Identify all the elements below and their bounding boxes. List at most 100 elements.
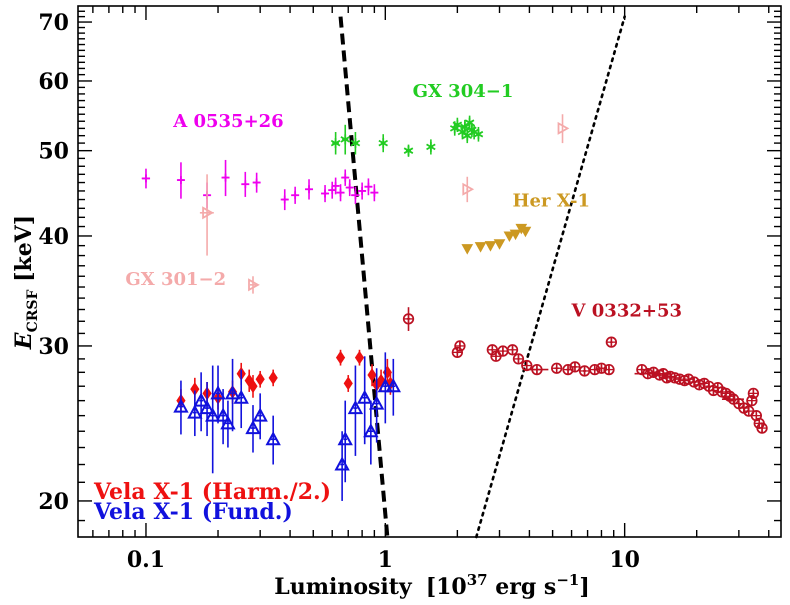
x-axis-exponent: 37 <box>467 571 488 589</box>
x-axis-title: Luminosity [1037 erg s−1] <box>274 571 590 600</box>
data-point <box>368 368 385 443</box>
data-point <box>497 345 509 357</box>
data-point <box>199 174 214 256</box>
dashed-line <box>338 16 390 538</box>
data-point <box>357 356 373 445</box>
data-point <box>578 365 591 377</box>
data-point <box>370 184 379 202</box>
x-axis-close-bracket: ] <box>579 574 589 600</box>
data-point <box>493 239 506 250</box>
data-point <box>551 362 563 374</box>
data-point <box>747 387 760 400</box>
data-point <box>519 226 532 238</box>
y-axis-unit: [keV] <box>11 215 37 290</box>
data-point <box>255 370 265 388</box>
data-point <box>351 186 360 204</box>
data-point <box>248 276 260 294</box>
data-point <box>221 159 230 197</box>
data-point <box>377 352 393 424</box>
x-axis-title-main: Luminosity <box>274 574 413 600</box>
data-point <box>173 380 189 435</box>
series-gx-304-1 <box>330 115 484 157</box>
data-point <box>595 362 608 374</box>
data-point <box>343 375 353 392</box>
data-point <box>454 340 466 352</box>
series-gx-301-2 <box>199 114 570 294</box>
data-point <box>241 171 250 197</box>
data-point <box>252 172 261 193</box>
data-point <box>224 358 241 432</box>
label-a-0535-26: A 0535+26 <box>172 111 283 132</box>
reference-lines <box>338 15 626 539</box>
data-point <box>141 168 151 189</box>
data-point <box>330 132 341 155</box>
y-axis-title: ECRSF [keV] <box>11 215 41 350</box>
data-point <box>557 114 570 144</box>
y-tick-label: 60 <box>38 69 69 95</box>
y-tick-label: 20 <box>38 489 69 515</box>
data-point <box>265 415 281 465</box>
data-point <box>605 336 618 348</box>
data-point <box>367 364 377 387</box>
data-point <box>461 244 474 255</box>
data-point <box>484 241 497 252</box>
series-her-x-1 <box>461 223 532 255</box>
data-point <box>512 353 525 365</box>
series-v-0332-53 <box>402 307 768 434</box>
x-axis-exponent-2: −1 <box>556 571 579 589</box>
data-point <box>474 242 487 253</box>
data-point <box>569 361 581 373</box>
data-point <box>403 144 414 157</box>
plot-frame <box>77 5 782 538</box>
data-point <box>335 349 346 366</box>
legend: Vela X-1 (Harm./2.)Vela X-1 (Fund.) <box>93 479 331 525</box>
data-point <box>462 128 473 144</box>
data-point <box>451 346 464 359</box>
data-point <box>756 422 768 434</box>
data-point <box>268 369 278 387</box>
legend-vela-x-1-fund: Vela X-1 (Fund.) <box>93 499 293 525</box>
legend-vela-x-1-harm-2: Vela X-1 (Harm./2.) <box>93 479 331 505</box>
tick-labels: 0.1 1 10 20 30 40 50 60 70 <box>38 10 640 573</box>
data-point <box>363 400 379 465</box>
data-point <box>603 363 615 376</box>
label-her-x-1: Her X-1 <box>513 191 591 212</box>
x-tick-label: 10 <box>609 547 640 573</box>
source-labels: A 0535+26 GX 304−1 Her X-1 GX 301−2 V 0332+5… <box>125 81 682 321</box>
data-point <box>347 365 364 456</box>
data-point <box>345 179 354 197</box>
data-point <box>503 231 516 243</box>
data-point <box>462 176 475 203</box>
y-axis-subscript: CRSF <box>25 290 41 333</box>
y-tick-label: 50 <box>38 139 69 165</box>
data-point <box>193 372 209 432</box>
data-point <box>385 358 401 416</box>
data-point <box>334 431 350 501</box>
x-tick-label: 0.1 <box>127 547 165 573</box>
data-point <box>378 134 388 153</box>
data-point <box>589 363 601 376</box>
data-point <box>426 139 436 155</box>
y-tick-label: 40 <box>38 224 69 250</box>
data-point <box>248 375 258 398</box>
data-point <box>220 400 236 448</box>
data-point <box>402 307 415 331</box>
data-point <box>364 178 373 196</box>
data-point <box>291 186 300 204</box>
data-point <box>473 126 484 142</box>
label-gx-301-2: GX 301−2 <box>125 269 226 290</box>
data-point <box>321 185 330 203</box>
data-point <box>199 381 215 437</box>
data-points <box>141 114 768 501</box>
data-point <box>245 405 261 453</box>
x-axis-unit: [10 <box>426 574 467 600</box>
data-point <box>176 162 185 199</box>
data-point <box>280 189 289 211</box>
data-point <box>210 365 226 424</box>
data-point <box>460 119 470 135</box>
data-point <box>337 400 353 483</box>
data-point <box>336 184 345 202</box>
label-v-0332-53: V 0332+53 <box>571 301 682 322</box>
series-a-0535-26 <box>141 159 379 211</box>
